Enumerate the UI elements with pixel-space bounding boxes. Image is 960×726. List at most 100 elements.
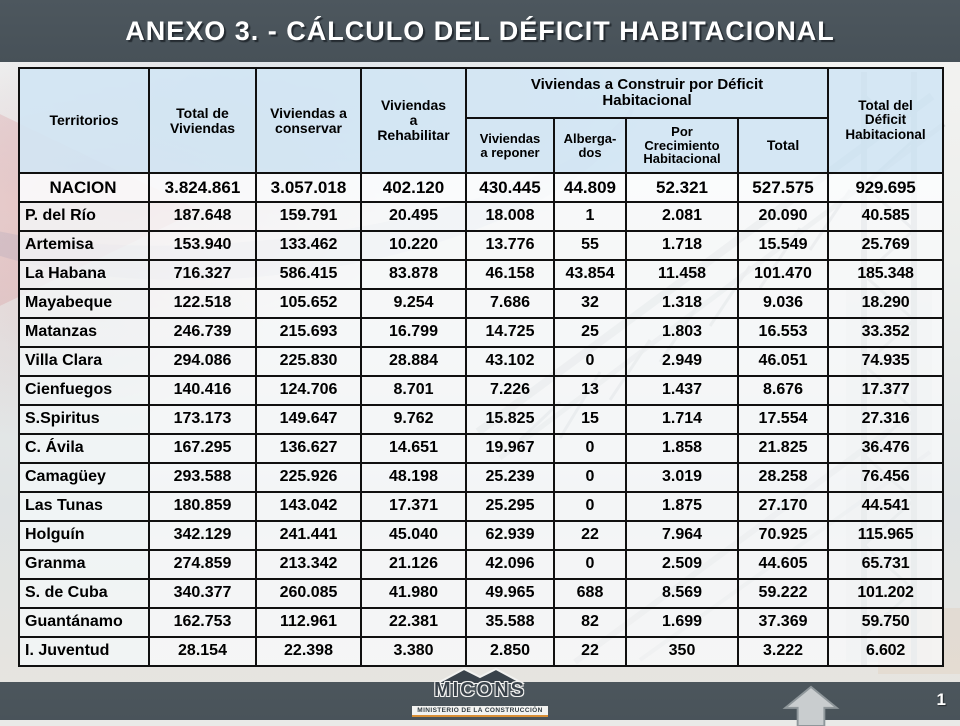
cell-total-deficit: 115.965 xyxy=(827,520,945,551)
cell-value: 49.965 xyxy=(465,578,555,609)
cell-value: 7.686 xyxy=(465,288,555,319)
cell-value: 44.605 xyxy=(736,549,830,580)
cell-value: 22.398 xyxy=(255,636,362,667)
cell-value: 133.462 xyxy=(255,230,362,261)
cell-value: 21.126 xyxy=(360,549,467,580)
micons-name: MICONS xyxy=(434,679,526,701)
header-viviendas-rehabilitar: Viviendas a Rehabilitar xyxy=(360,67,467,174)
cell-value: 1.437 xyxy=(625,375,739,406)
table-row: S.Spiritus 173.173 149.647 9.762 15.825 15 1.7… xyxy=(18,404,945,435)
cell-total-deficit: 27.316 xyxy=(827,404,945,435)
cell-value: 225.926 xyxy=(255,462,362,493)
cell-value: 70.925 xyxy=(736,520,830,551)
page-number: 1 xyxy=(936,690,946,709)
header-crecimiento: Por Crecimiento Habitacional xyxy=(625,117,739,174)
table-row: La Habana 716.327 586.415 83.878 46.158 43.85… xyxy=(18,259,945,290)
cell-value: 159.791 xyxy=(255,201,362,232)
cell-value: 1.858 xyxy=(625,433,739,464)
cell-value: 1.699 xyxy=(625,607,739,638)
cell-value: 32 xyxy=(553,288,627,319)
cell-total-deficit: 185.348 xyxy=(827,259,945,290)
cell-value: 10.220 xyxy=(360,230,467,261)
cell-value: 42.096 xyxy=(465,549,555,580)
cell-value: 140.416 xyxy=(148,375,257,406)
table-row: C. Ávila 167.295 136.627 14.651 19.967 0 1.858… xyxy=(18,433,945,464)
cell-territory: Mayabeque xyxy=(18,288,150,319)
cell-value: 241.441 xyxy=(255,520,362,551)
title-band: ANEXO 3. - CÁLCULO DEL DÉFICIT HABITACIO… xyxy=(0,0,960,62)
cell-value: 35.588 xyxy=(465,607,555,638)
cell-value: 14.651 xyxy=(360,433,467,464)
cell-value: 187.648 xyxy=(148,201,257,232)
cell-value: 225.830 xyxy=(255,346,362,377)
table-row: Artemisa 153.940 133.462 10.220 13.776 55 1.71… xyxy=(18,230,945,261)
table-row: Holguín 342.129 241.441 45.040 62.939 22 7.964… xyxy=(18,520,945,551)
table-body: NACION 3.824.861 3.057.018 402.120 430.445 44… xyxy=(18,172,945,667)
cell-value: 15 xyxy=(553,404,627,435)
cell-value: 0 xyxy=(553,549,627,580)
cell-value: 124.706 xyxy=(255,375,362,406)
cell-territory: Granma xyxy=(18,549,150,580)
cell-total-deficit: 65.731 xyxy=(827,549,945,580)
cell-value: 688 xyxy=(553,578,627,609)
cell-value: 46.158 xyxy=(465,259,555,290)
cell-value: 260.085 xyxy=(255,578,362,609)
cell-value: 17.371 xyxy=(360,491,467,522)
cell-value: 9.254 xyxy=(360,288,467,319)
cell-value: 21.825 xyxy=(736,433,830,464)
cell-territory: Villa Clara xyxy=(18,346,150,377)
cell-value: 25 xyxy=(553,317,627,348)
cell-value: 350 xyxy=(625,636,739,667)
table-row: Granma 274.859 213.342 21.126 42.096 0 2.509 44… xyxy=(18,549,945,580)
cell-value: 143.042 xyxy=(255,491,362,522)
cell-value: 44.809 xyxy=(553,172,627,203)
table-row: Villa Clara 294.086 225.830 28.884 43.102 0 2.… xyxy=(18,346,945,377)
cell-value: 402.120 xyxy=(360,172,467,203)
cell-value: 62.939 xyxy=(465,520,555,551)
cell-value: 294.086 xyxy=(148,346,257,377)
cell-value: 37.369 xyxy=(736,607,830,638)
cell-value: 16.799 xyxy=(360,317,467,348)
cell-value: 2.081 xyxy=(625,201,739,232)
cell-value: 527.575 xyxy=(736,172,830,203)
cell-total-deficit: 929.695 xyxy=(827,172,945,203)
cell-value: 13.776 xyxy=(465,230,555,261)
cell-value: 3.057.018 xyxy=(255,172,362,203)
cell-value: 293.588 xyxy=(148,462,257,493)
cell-value: 586.415 xyxy=(255,259,362,290)
cell-territory: I. Juventud xyxy=(18,636,150,667)
cell-total-deficit: 6.602 xyxy=(827,636,945,667)
cell-total-deficit: 76.456 xyxy=(827,462,945,493)
cell-value: 180.859 xyxy=(148,491,257,522)
cell-value: 55 xyxy=(553,230,627,261)
cell-value: 28.154 xyxy=(148,636,257,667)
cell-value: 82 xyxy=(553,607,627,638)
cell-value: 1.718 xyxy=(625,230,739,261)
cell-value: 46.051 xyxy=(736,346,830,377)
cell-total-deficit: 25.769 xyxy=(827,230,945,261)
header-viviendas-conservar: Viviendas a conservar xyxy=(255,67,362,174)
cell-value: 3.222 xyxy=(736,636,830,667)
cell-value: 16.553 xyxy=(736,317,830,348)
cell-territory: NACION xyxy=(18,172,150,203)
cell-value: 28.258 xyxy=(736,462,830,493)
cell-value: 0 xyxy=(553,433,627,464)
up-arrow-icon[interactable] xyxy=(778,684,844,726)
cell-value: 43.102 xyxy=(465,346,555,377)
cell-value: 27.170 xyxy=(736,491,830,522)
cell-total-deficit: 36.476 xyxy=(827,433,945,464)
deficit-table: Territorios Total de Viviendas Viviendas… xyxy=(18,67,945,667)
cell-value: 8.676 xyxy=(736,375,830,406)
cell-value: 0 xyxy=(553,346,627,377)
cell-value: 1 xyxy=(553,201,627,232)
cell-value: 342.129 xyxy=(148,520,257,551)
table-row: S. de Cuba 340.377 260.085 41.980 49.965 688 8… xyxy=(18,578,945,609)
cell-value: 25.239 xyxy=(465,462,555,493)
cell-value: 22 xyxy=(553,636,627,667)
table-row: P. del Río 187.648 159.791 20.495 18.008 1 2.0… xyxy=(18,201,945,232)
cell-value: 213.342 xyxy=(255,549,362,580)
table-row: Camagüey 293.588 225.926 48.198 25.239 0 3.019… xyxy=(18,462,945,493)
cell-value: 8.569 xyxy=(625,578,739,609)
cell-value: 101.470 xyxy=(736,259,830,290)
cell-total-deficit: 18.290 xyxy=(827,288,945,319)
